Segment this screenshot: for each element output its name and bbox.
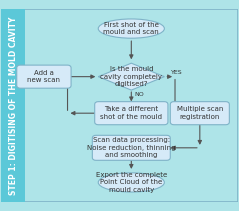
Text: Take a different
shot of the mould: Take a different shot of the mould <box>100 106 162 120</box>
Ellipse shape <box>98 173 164 192</box>
Text: Is the mould
cavity completely
digitised?: Is the mould cavity completely digitised… <box>100 66 162 87</box>
Text: Multiple scan
registration: Multiple scan registration <box>177 106 223 120</box>
Polygon shape <box>98 63 164 90</box>
Text: First shot of the
mould and scan: First shot of the mould and scan <box>103 22 159 35</box>
FancyBboxPatch shape <box>17 65 71 88</box>
FancyBboxPatch shape <box>170 102 229 125</box>
Text: YES: YES <box>171 70 183 75</box>
FancyBboxPatch shape <box>92 135 170 160</box>
Text: Add a
new scan: Add a new scan <box>27 70 60 83</box>
Ellipse shape <box>98 19 164 38</box>
Text: Export the complete
Point Cloud of the
mould cavity: Export the complete Point Cloud of the m… <box>96 172 167 193</box>
Text: Scan data processing:
Noise reduction, thinning
and smoothing: Scan data processing: Noise reduction, t… <box>87 137 176 158</box>
Text: STEP 1: DIGITISING OF THE MOLD CAVITY: STEP 1: DIGITISING OF THE MOLD CAVITY <box>9 16 18 195</box>
FancyBboxPatch shape <box>1 9 25 202</box>
Text: NO: NO <box>135 92 145 97</box>
FancyBboxPatch shape <box>95 102 168 125</box>
